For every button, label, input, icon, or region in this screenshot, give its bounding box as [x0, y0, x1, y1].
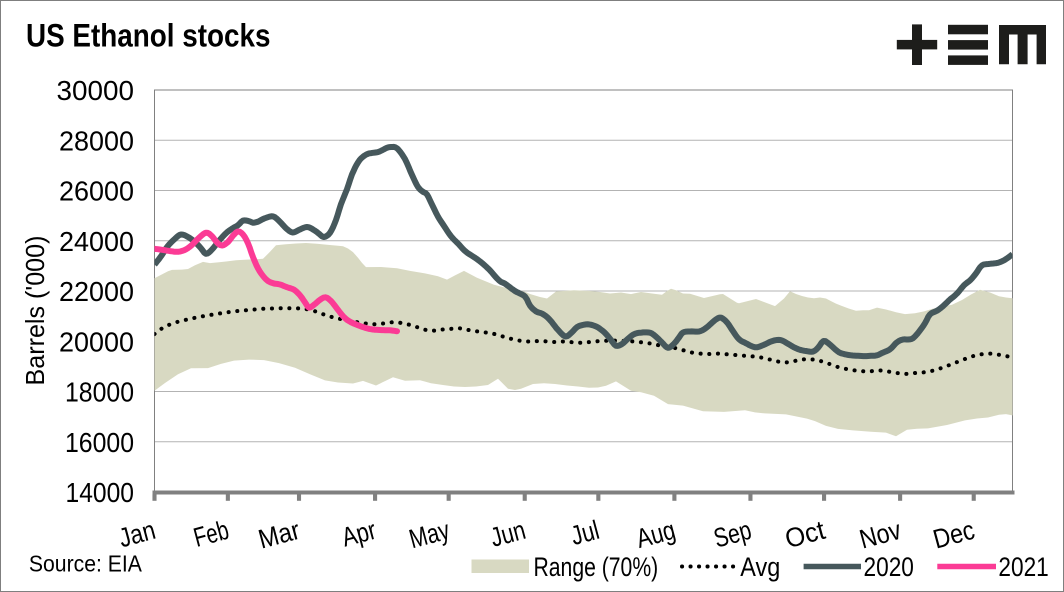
- svg-text:24000: 24000: [59, 226, 134, 257]
- svg-text:Source: EIA: Source: EIA: [29, 551, 143, 577]
- svg-text:26000: 26000: [59, 176, 134, 207]
- svg-text:US Ethanol stocks: US Ethanol stocks: [26, 18, 271, 54]
- svg-text:18000: 18000: [65, 377, 134, 408]
- svg-text:Avg: Avg: [740, 552, 780, 582]
- svg-text:28000: 28000: [59, 125, 134, 156]
- svg-text:30000: 30000: [57, 75, 135, 106]
- svg-text:16000: 16000: [65, 427, 134, 458]
- svg-text:2020: 2020: [864, 552, 914, 582]
- svg-text:2021: 2021: [998, 552, 1048, 582]
- svg-text:20000: 20000: [59, 326, 134, 357]
- svg-text:22000: 22000: [59, 276, 134, 307]
- svg-text:14000: 14000: [66, 477, 135, 508]
- svg-text:Barrels ('000): Barrels ('000): [20, 236, 50, 386]
- svg-text:Range (70%): Range (70%): [534, 552, 659, 582]
